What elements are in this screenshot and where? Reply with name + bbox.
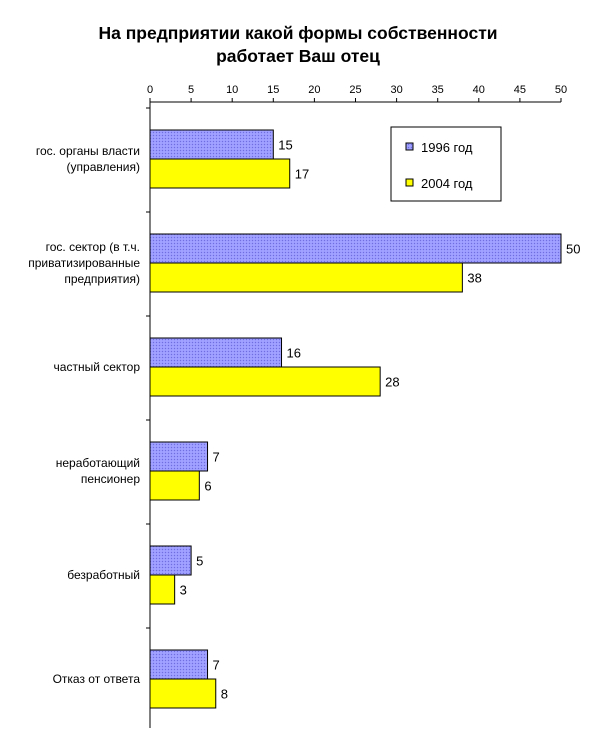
x-tick-label: 25 xyxy=(349,84,361,96)
data-label: 16 xyxy=(287,346,301,361)
data-label: 3 xyxy=(180,583,187,598)
category-label: пенсионер xyxy=(81,472,140,486)
bar-1996 xyxy=(149,337,283,368)
x-tick-label: 15 xyxy=(267,84,279,96)
x-tick-label: 40 xyxy=(473,84,485,96)
category-label: неработающий xyxy=(56,456,140,470)
chart-title-line-2: работает Ваш отец xyxy=(216,46,380,66)
data-label: 28 xyxy=(385,375,399,390)
bar-1996 xyxy=(149,129,274,160)
data-label: 8 xyxy=(221,687,228,702)
category-label: безработный xyxy=(67,568,140,582)
bar-1996 xyxy=(149,441,209,472)
data-label: 15 xyxy=(278,138,292,153)
legend-swatch xyxy=(405,142,414,151)
data-label: 6 xyxy=(204,479,211,494)
data-label: 38 xyxy=(467,271,481,286)
x-tick-label: 10 xyxy=(226,84,238,96)
category-label: предприятия) xyxy=(64,272,140,286)
legend-box xyxy=(390,126,502,202)
x-tick-label: 50 xyxy=(555,84,567,96)
legend-label: 1996 год xyxy=(421,140,473,155)
bar-2004 xyxy=(149,574,176,605)
bar-2004 xyxy=(149,366,381,397)
bars-group xyxy=(149,129,562,709)
category-label: (управления) xyxy=(67,160,140,174)
category-label: частный сектор xyxy=(54,360,141,374)
x-tick-label: 30 xyxy=(390,84,402,96)
x-tick-label: 20 xyxy=(308,84,320,96)
data-label: 17 xyxy=(295,167,309,182)
data-label: 5 xyxy=(196,554,203,569)
bar-2004 xyxy=(149,158,291,189)
bar-1996 xyxy=(149,233,562,264)
x-tick-label: 0 xyxy=(147,84,153,96)
legend: 1996 год 2004 год xyxy=(390,126,502,202)
bar-1996 xyxy=(149,649,209,680)
data-label: 7 xyxy=(213,658,220,673)
x-tick-label: 5 xyxy=(188,84,194,96)
data-label: 50 xyxy=(566,242,580,257)
data-label: 7 xyxy=(213,450,220,465)
bar-2004 xyxy=(149,470,200,501)
category-label: гос. органы власти xyxy=(36,144,140,158)
bar-2004 xyxy=(149,262,463,293)
bar-1996 xyxy=(149,545,192,576)
x-tick-label: 35 xyxy=(432,84,444,96)
bar-2004 xyxy=(149,678,217,709)
category-label: Отказ от ответа xyxy=(53,672,141,686)
chart-title-line-1: На предприятии какой формы собственности xyxy=(98,23,498,43)
axis-group: 0 5 10 15 20 25 30 35 40 45 50 xyxy=(146,84,567,728)
x-tick-label: 45 xyxy=(514,84,526,96)
category-label: гос. сектор (в т.ч. xyxy=(46,240,140,254)
legend-label: 2004 год xyxy=(421,176,473,191)
legend-swatch xyxy=(405,178,414,187)
category-label: приватизированные xyxy=(28,256,140,270)
chart-title: На предприятии какой формы собственности… xyxy=(0,22,596,68)
